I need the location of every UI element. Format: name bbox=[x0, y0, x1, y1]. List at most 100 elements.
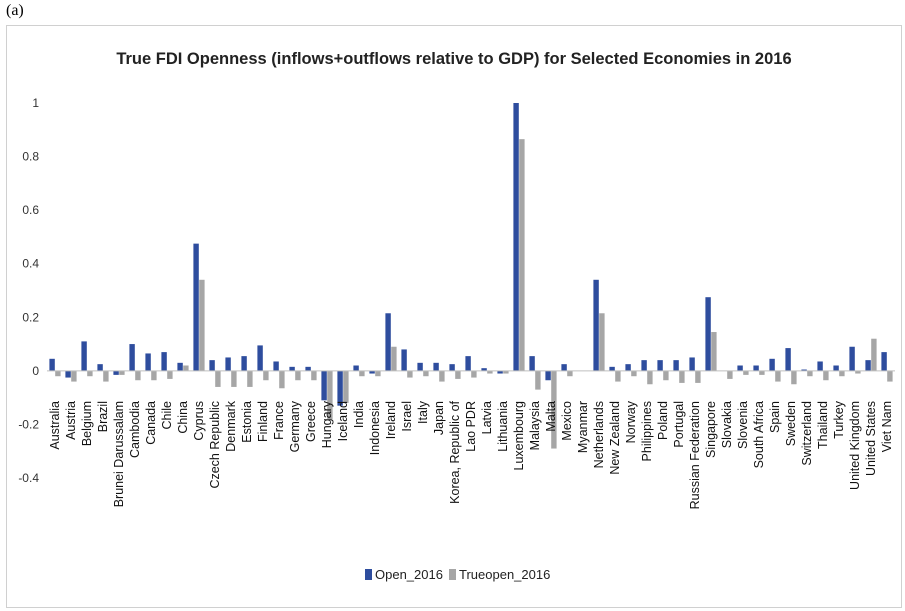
x-tick-label: Spain bbox=[768, 401, 782, 433]
x-tick-label: Israel bbox=[400, 401, 414, 432]
x-tick-label: Czech Republic bbox=[208, 401, 222, 489]
bar-open-2016 bbox=[273, 361, 279, 371]
bar-trueopen-2016 bbox=[311, 370, 317, 381]
bar-trueopen-2016 bbox=[407, 370, 413, 378]
bar-open-2016 bbox=[145, 353, 151, 371]
x-tick-label: Sweden bbox=[784, 401, 798, 446]
bar-trueopen-2016 bbox=[151, 370, 157, 381]
bar-open-2016 bbox=[81, 341, 87, 371]
bar-trueopen-2016 bbox=[439, 370, 445, 382]
bar-trueopen-2016 bbox=[871, 338, 877, 371]
bar-open-2016 bbox=[161, 352, 167, 371]
bar-open-2016 bbox=[337, 370, 343, 406]
bar-open-2016 bbox=[737, 365, 743, 371]
x-tick-label: Germany bbox=[288, 400, 302, 452]
x-tick-label: Slovakia bbox=[720, 401, 734, 448]
bar-trueopen-2016 bbox=[327, 370, 333, 420]
x-tick-label: Japan bbox=[432, 401, 446, 435]
bar-open-2016 bbox=[433, 362, 439, 371]
x-tick-label: Turkey bbox=[832, 400, 846, 438]
bar-trueopen-2016 bbox=[887, 370, 893, 382]
bar-open-2016 bbox=[529, 356, 535, 371]
x-tick-label: Mexico bbox=[560, 401, 574, 441]
bar-trueopen-2016 bbox=[183, 365, 189, 371]
bar-trueopen-2016 bbox=[775, 370, 781, 382]
x-tick-label: Myanmar bbox=[576, 401, 590, 453]
x-tick-label: Belgium bbox=[80, 401, 94, 446]
x-tick-label: New Zealand bbox=[608, 401, 622, 475]
bars bbox=[49, 103, 893, 449]
bar-trueopen-2016 bbox=[535, 370, 541, 390]
x-tick-label: Norway bbox=[624, 400, 638, 443]
x-tick-label: Philippines bbox=[640, 401, 654, 461]
chart-frame: True FDI Openness (inflows+outflows rela… bbox=[6, 25, 902, 608]
y-tick-label: 1 bbox=[32, 96, 39, 110]
bar-trueopen-2016 bbox=[55, 370, 61, 377]
bar-trueopen-2016 bbox=[279, 370, 285, 389]
bar-open-2016 bbox=[193, 243, 199, 371]
x-tick-label: Greece bbox=[304, 401, 318, 442]
bar-open-2016 bbox=[465, 356, 471, 371]
bar-open-2016 bbox=[785, 348, 791, 371]
bar-open-2016 bbox=[113, 370, 119, 375]
bar-trueopen-2016 bbox=[87, 370, 93, 377]
x-tick-label: United Kingdom bbox=[848, 401, 862, 490]
x-tick-label: Iceland bbox=[336, 401, 350, 441]
bar-open-2016 bbox=[321, 370, 327, 401]
bar-trueopen-2016 bbox=[839, 370, 845, 377]
bar-open-2016 bbox=[881, 352, 887, 371]
bar-open-2016 bbox=[705, 297, 711, 371]
x-tick-label: Korea, Republic of bbox=[448, 400, 462, 503]
x-tick-label: Slovenia bbox=[736, 401, 750, 449]
x-tick-label: Netherlands bbox=[592, 401, 606, 468]
bar-trueopen-2016 bbox=[263, 370, 269, 381]
x-tick-label: Thailand bbox=[816, 401, 830, 449]
bar-open-2016 bbox=[449, 364, 455, 371]
y-tick-label: 0.8 bbox=[22, 150, 39, 164]
bar-trueopen-2016 bbox=[71, 370, 77, 382]
bar-open-2016 bbox=[497, 370, 503, 374]
bar-trueopen-2016 bbox=[295, 370, 301, 381]
bar-open-2016 bbox=[641, 360, 647, 371]
bar-open-2016 bbox=[561, 364, 567, 371]
x-tick-label: Austria bbox=[64, 401, 78, 440]
bar-trueopen-2016 bbox=[455, 370, 461, 379]
x-tick-label: Switzerland bbox=[800, 401, 814, 466]
bar-trueopen-2016 bbox=[423, 370, 429, 377]
bar-open-2016 bbox=[545, 370, 551, 381]
panel-label: (a) bbox=[6, 2, 24, 19]
x-tick-label: Denmark bbox=[224, 400, 238, 451]
bar-trueopen-2016 bbox=[199, 279, 205, 371]
bar-open-2016 bbox=[417, 362, 423, 371]
bar-open-2016 bbox=[241, 356, 247, 371]
bar-trueopen-2016 bbox=[231, 370, 237, 387]
bar-open-2016 bbox=[513, 103, 519, 371]
bar-trueopen-2016 bbox=[807, 370, 813, 377]
x-tick-label: Brunei Darussalam bbox=[112, 401, 126, 507]
bar-trueopen-2016 bbox=[487, 370, 493, 374]
bar-trueopen-2016 bbox=[567, 370, 573, 377]
bar-trueopen-2016 bbox=[727, 370, 733, 379]
legend-label: Trueopen_2016 bbox=[459, 567, 550, 582]
bar-trueopen-2016 bbox=[663, 370, 669, 381]
bar-trueopen-2016 bbox=[471, 370, 477, 378]
bar-trueopen-2016 bbox=[791, 370, 797, 385]
y-tick-label: -0.4 bbox=[18, 471, 39, 485]
bar-open-2016 bbox=[49, 358, 55, 371]
bar-trueopen-2016 bbox=[647, 370, 653, 385]
bar-open-2016 bbox=[833, 365, 839, 371]
bar-trueopen-2016 bbox=[855, 370, 861, 374]
bar-open-2016 bbox=[849, 346, 855, 371]
x-tick-label: France bbox=[272, 401, 286, 440]
bar-open-2016 bbox=[369, 370, 375, 374]
bar-trueopen-2016 bbox=[743, 370, 749, 375]
x-tick-label: Malta bbox=[544, 401, 558, 432]
x-tick-label: Cyprus bbox=[192, 401, 206, 441]
bar-open-2016 bbox=[481, 368, 487, 371]
x-tick-label: Canada bbox=[144, 401, 158, 445]
x-tick-label: Italy bbox=[416, 400, 430, 424]
bar-trueopen-2016 bbox=[711, 332, 717, 371]
y-axis: 1 0.8 0.6 0.4 0.2 0 -0.2 -0.4 bbox=[18, 96, 39, 485]
bar-open-2016 bbox=[257, 345, 263, 371]
x-tick-label: Finland bbox=[256, 401, 270, 442]
